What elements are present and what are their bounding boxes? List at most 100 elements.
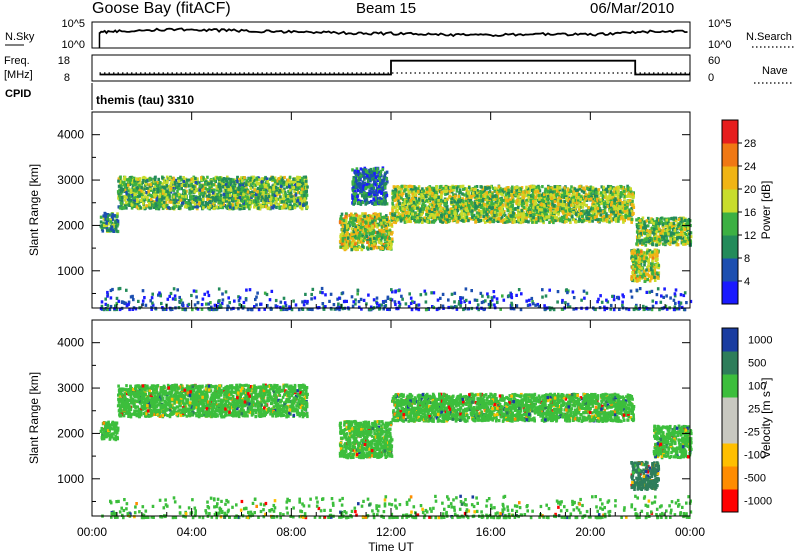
power-point <box>256 190 259 194</box>
power-point <box>147 189 151 193</box>
power-point <box>134 189 138 193</box>
power-point <box>189 204 193 208</box>
power-point <box>199 204 202 208</box>
power-point <box>211 191 215 195</box>
power-point <box>380 221 383 225</box>
power-point <box>206 188 210 192</box>
power-point <box>253 188 256 192</box>
power-point <box>357 198 360 202</box>
power-point <box>165 175 169 179</box>
power-point <box>433 186 437 190</box>
power-point <box>396 196 399 200</box>
power-point <box>353 247 357 251</box>
power-point <box>361 180 365 184</box>
power-point <box>393 212 397 216</box>
power-point <box>161 176 164 180</box>
power-point <box>211 203 215 207</box>
power-point <box>276 182 280 186</box>
power-point <box>471 205 475 209</box>
power-point <box>257 206 260 210</box>
power-point <box>150 177 153 181</box>
power-point <box>290 195 293 199</box>
power-point <box>228 205 232 209</box>
power-point <box>546 188 549 192</box>
power-point <box>553 188 556 192</box>
power-point <box>264 176 267 180</box>
power-point <box>377 245 381 250</box>
power-point <box>444 192 447 196</box>
power-region-2 <box>338 211 394 252</box>
power-point <box>231 206 234 211</box>
power-point <box>477 201 481 205</box>
power-point <box>272 204 275 208</box>
power-point <box>626 184 629 188</box>
power-point <box>123 180 126 185</box>
power-point <box>116 212 119 216</box>
power-point <box>355 167 359 171</box>
power-point <box>164 201 168 205</box>
power-point <box>354 228 357 232</box>
power-point <box>305 189 308 193</box>
power-point <box>199 198 202 202</box>
power-point <box>568 192 571 196</box>
power-point <box>118 194 121 198</box>
power-point <box>374 235 378 239</box>
power-point <box>144 198 147 202</box>
power-point <box>125 206 128 210</box>
power-point <box>113 214 116 218</box>
power-point <box>541 185 544 189</box>
power-point <box>252 190 256 195</box>
power-point <box>115 214 119 218</box>
power-point <box>372 238 376 242</box>
power-point <box>158 192 162 196</box>
power-region-3 <box>351 166 389 206</box>
power-point <box>143 187 146 191</box>
power-point <box>365 246 369 250</box>
power-point <box>548 208 551 212</box>
power-point <box>345 217 348 221</box>
power-point <box>172 193 175 197</box>
power-point <box>452 193 455 197</box>
power-point <box>126 186 129 190</box>
power-point <box>387 231 391 235</box>
power-point <box>282 180 285 184</box>
power-point <box>448 190 451 194</box>
power-point <box>265 201 269 205</box>
power-point <box>260 184 264 188</box>
power-point <box>363 175 366 180</box>
power-point <box>496 193 500 197</box>
power-point <box>535 220 538 224</box>
power-point <box>372 186 376 190</box>
power-point <box>368 237 372 241</box>
power-point <box>101 229 105 233</box>
power-point <box>368 176 371 180</box>
power-point <box>264 194 267 198</box>
power-point <box>362 239 365 243</box>
power-point <box>366 179 370 183</box>
power-point <box>177 192 181 196</box>
power-point <box>534 187 538 191</box>
power-point <box>280 190 283 194</box>
power-point <box>552 220 555 225</box>
power-point <box>234 199 237 203</box>
power-point <box>386 238 389 242</box>
power-point <box>245 202 249 206</box>
power-point <box>303 193 306 197</box>
power-point <box>239 179 243 183</box>
power-point <box>179 175 182 179</box>
power-point <box>252 200 256 204</box>
power-point <box>187 201 190 205</box>
power-point <box>107 228 110 232</box>
power-point <box>452 214 456 218</box>
power-point <box>186 178 189 182</box>
power-point <box>346 236 350 240</box>
power-point <box>240 206 244 210</box>
power-point <box>165 184 169 188</box>
power-point <box>187 199 191 203</box>
power-point <box>162 205 166 209</box>
power-point <box>245 179 249 183</box>
power-point <box>424 195 428 199</box>
power-point <box>279 184 283 188</box>
power-point <box>173 184 177 188</box>
power-point <box>373 201 376 206</box>
